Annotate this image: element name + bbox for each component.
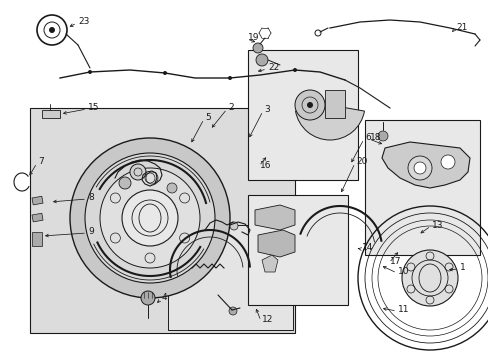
Polygon shape [381, 142, 469, 188]
Bar [32, 232, 42, 246]
Text: 10: 10 [397, 267, 408, 276]
Text: 23: 23 [78, 18, 89, 27]
Wedge shape [295, 105, 364, 140]
Text: 2: 2 [227, 104, 233, 112]
Circle shape [227, 76, 231, 80]
Text: 3: 3 [264, 105, 269, 114]
Text: 6: 6 [364, 134, 370, 143]
Text: 14: 14 [361, 243, 373, 252]
Text: 13: 13 [431, 220, 443, 230]
Text: 11: 11 [397, 306, 408, 315]
Circle shape [163, 71, 167, 75]
Circle shape [401, 250, 457, 306]
Text: 15: 15 [88, 104, 99, 112]
Polygon shape [262, 255, 278, 272]
Text: 17: 17 [389, 257, 401, 266]
Circle shape [49, 27, 55, 33]
Text: 19: 19 [247, 33, 259, 42]
Circle shape [119, 177, 131, 189]
Bar [32, 196, 43, 205]
Circle shape [256, 54, 267, 66]
Bar [247, 50, 357, 180]
Bar [32, 213, 43, 222]
Bar [168, 225, 292, 330]
Text: 20: 20 [355, 158, 366, 166]
Bar [364, 120, 479, 255]
Text: 12: 12 [262, 315, 273, 324]
Circle shape [252, 43, 263, 53]
Text: 16: 16 [260, 161, 271, 170]
Circle shape [141, 291, 155, 305]
Circle shape [70, 138, 229, 298]
Circle shape [122, 190, 178, 246]
Circle shape [130, 164, 146, 180]
Circle shape [377, 131, 387, 141]
Text: 7: 7 [38, 158, 43, 166]
Circle shape [100, 168, 200, 268]
Text: 18: 18 [369, 134, 381, 143]
Circle shape [440, 155, 454, 169]
Bar [325, 90, 345, 118]
Polygon shape [254, 205, 294, 230]
Text: 4: 4 [162, 293, 167, 302]
Circle shape [294, 90, 325, 120]
Text: 5: 5 [204, 113, 210, 122]
Text: 9: 9 [88, 228, 94, 237]
Circle shape [167, 183, 177, 193]
Circle shape [413, 162, 425, 174]
Circle shape [85, 153, 215, 283]
Circle shape [292, 68, 296, 72]
Bar [42, 110, 60, 118]
Circle shape [228, 307, 237, 315]
Text: 8: 8 [88, 194, 94, 202]
Text: 22: 22 [267, 63, 279, 72]
Polygon shape [258, 230, 294, 257]
Bar [30, 108, 294, 333]
Text: 21: 21 [455, 23, 467, 32]
Circle shape [88, 70, 92, 74]
Bar [247, 195, 347, 305]
Text: 1: 1 [459, 264, 465, 273]
Circle shape [229, 222, 238, 230]
Circle shape [306, 102, 312, 108]
Circle shape [407, 156, 431, 180]
